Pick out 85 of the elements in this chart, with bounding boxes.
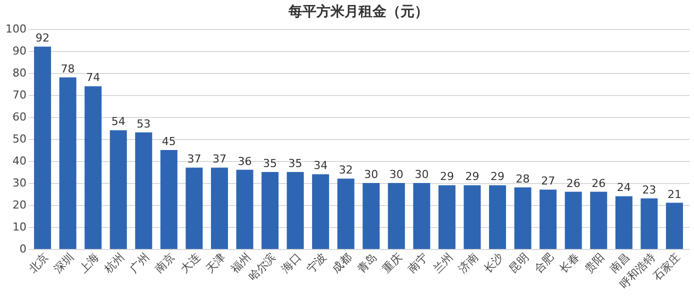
x-tick-label: 长沙 xyxy=(481,250,506,276)
data-label: 35 xyxy=(288,157,302,170)
x-tick-label: 南宁 xyxy=(405,250,430,276)
x-tick-label: 昆明 xyxy=(506,250,532,276)
y-tick-label: 50 xyxy=(12,132,26,146)
data-label: 45 xyxy=(162,135,176,148)
data-label: 54 xyxy=(111,115,126,128)
data-label: 92 xyxy=(36,32,50,45)
data-label: 30 xyxy=(389,168,404,181)
data-label: 28 xyxy=(516,172,530,186)
x-tick-label: 北京 xyxy=(26,250,52,276)
y-tick-label: 30 xyxy=(12,176,26,190)
x-tick-label: 大连 xyxy=(178,250,203,276)
bar xyxy=(110,130,127,249)
x-tick-label: 青岛 xyxy=(354,250,380,276)
x-tick-label: 南京 xyxy=(152,250,178,276)
bar xyxy=(362,183,380,249)
y-tick-label: 100 xyxy=(6,22,26,36)
x-tick-label: 济南 xyxy=(456,250,481,276)
x-tick-label: 天津 xyxy=(203,250,228,276)
x-tick-label: 广州 xyxy=(127,250,152,276)
data-label: 30 xyxy=(364,168,378,181)
bar xyxy=(34,46,52,249)
data-label: 37 xyxy=(212,152,226,166)
bar xyxy=(236,170,254,249)
x-tick-label: 深圳 xyxy=(52,250,76,276)
bar xyxy=(514,187,532,249)
y-tick-label: 20 xyxy=(12,198,26,212)
bar xyxy=(312,174,330,249)
y-tick-label: 40 xyxy=(12,154,26,168)
bar xyxy=(564,192,582,249)
data-label: 78 xyxy=(60,62,75,76)
y-tick-label: 80 xyxy=(12,66,26,80)
bar xyxy=(640,198,658,249)
data-label: 35 xyxy=(263,157,278,170)
x-tick-label: 海口 xyxy=(279,250,304,276)
bar xyxy=(464,185,481,249)
bar xyxy=(210,168,228,249)
x-tick-label: 宁波 xyxy=(304,250,330,276)
data-label: 26 xyxy=(592,176,606,190)
data-label: 24 xyxy=(616,181,631,194)
x-tick-label: 长春 xyxy=(557,250,582,276)
bar xyxy=(135,132,152,249)
bar xyxy=(540,190,557,249)
y-tick-label: 10 xyxy=(12,220,26,234)
bar xyxy=(186,168,203,249)
data-label: 21 xyxy=(667,188,682,201)
x-tick-label: 贵阳 xyxy=(582,250,608,276)
x-tick-label: 重庆 xyxy=(380,250,405,276)
bar xyxy=(84,86,102,249)
y-tick-label: 60 xyxy=(12,110,26,124)
chart-title: 每平方米月租金（元） xyxy=(288,3,428,20)
data-label: 30 xyxy=(414,168,429,181)
x-tick-label: 兰州 xyxy=(430,250,456,276)
bar xyxy=(615,196,632,249)
data-label: 23 xyxy=(642,183,656,196)
data-label: 53 xyxy=(136,117,151,130)
data-label: 36 xyxy=(238,154,252,168)
x-tick-label: 上海 xyxy=(76,250,102,276)
bar xyxy=(666,202,683,249)
data-label: 37 xyxy=(187,152,202,166)
data-label: 27 xyxy=(541,174,556,188)
data-label: 29 xyxy=(440,170,454,184)
bar xyxy=(438,185,456,249)
x-tick-label: 成都 xyxy=(330,250,354,276)
data-label: 34 xyxy=(314,159,328,172)
data-label: 74 xyxy=(86,71,100,84)
bar xyxy=(337,178,354,249)
bar xyxy=(413,183,430,249)
bar xyxy=(388,183,405,249)
data-label: 29 xyxy=(465,170,480,184)
y-tick-label: 0 xyxy=(20,242,26,256)
bar xyxy=(160,150,178,249)
y-tick-label: 90 xyxy=(12,44,26,58)
data-label: 26 xyxy=(566,176,580,190)
bar xyxy=(262,172,279,249)
y-tick-label: 70 xyxy=(12,88,26,102)
bar xyxy=(590,192,608,249)
bar xyxy=(286,172,304,249)
x-tick-label: 杭州 xyxy=(101,250,127,276)
bar xyxy=(489,185,506,249)
data-label: 32 xyxy=(338,164,353,177)
bar xyxy=(59,77,76,249)
x-tick-label: 合肥 xyxy=(532,250,557,276)
data-label: 29 xyxy=(490,170,505,184)
